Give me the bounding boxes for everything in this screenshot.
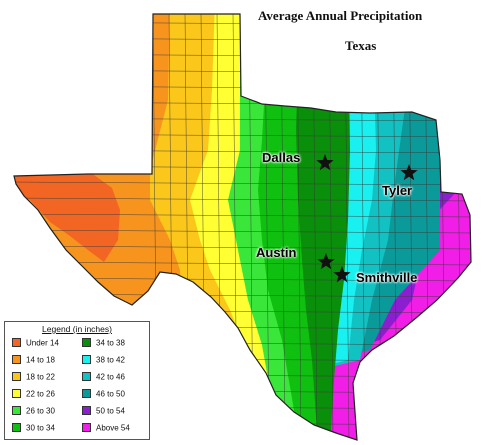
- star-icon: [317, 253, 335, 270]
- legend-label: 26 to 30: [26, 406, 55, 416]
- legend-swatch: [12, 355, 21, 365]
- band-under-14: [14, 170, 120, 262]
- legend-item: 42 to 46: [82, 371, 125, 382]
- legend-swatch: [12, 338, 21, 348]
- county-line: [14, 37, 471, 42]
- city-label-dallas: Dallas: [262, 150, 301, 165]
- county-line: [14, 69, 471, 74]
- legend-swatch: [82, 389, 91, 399]
- city-stars: [316, 154, 418, 283]
- legend-swatch: [12, 423, 21, 433]
- city-label-smithville: Smithville: [356, 270, 418, 285]
- legend-label: 34 to 38: [96, 338, 125, 348]
- legend-title: Legend (in inches): [42, 324, 112, 334]
- legend: Legend (in inches) Under 14 14 to 18 18 to…: [4, 321, 150, 440]
- legend-label: 42 to 46: [96, 372, 125, 382]
- legend-label: Above 54: [96, 423, 130, 433]
- star-icon: [316, 154, 334, 171]
- legend-swatch: [82, 423, 91, 433]
- legend-item: 22 to 26: [12, 388, 55, 399]
- legend-item: Under 14: [12, 337, 59, 348]
- legend-label: 46 to 50: [96, 389, 125, 399]
- legend-item: 30 to 34: [12, 422, 55, 433]
- legend-swatch: [12, 406, 21, 416]
- legend-label: 50 to 54: [96, 406, 125, 416]
- legend-item: 34 to 38: [82, 337, 125, 348]
- legend-label: 22 to 26: [26, 389, 55, 399]
- county-line: [14, 53, 471, 58]
- legend-swatch: [82, 406, 91, 416]
- legend-item: 18 to 22: [12, 371, 55, 382]
- county-line: [14, 229, 471, 234]
- legend-swatch: [82, 372, 91, 382]
- county-line: [14, 261, 471, 266]
- map-title: Average Annual Precipitation: [258, 8, 423, 23]
- legend-swatch: [12, 389, 21, 399]
- legend-label: Under 14: [26, 338, 59, 348]
- legend-item: 38 to 42: [82, 354, 125, 365]
- county-line: [14, 181, 471, 186]
- city-label-tyler: Tyler: [382, 183, 413, 198]
- legend-swatch: [82, 355, 91, 365]
- legend-label: 30 to 34: [26, 423, 55, 433]
- legend-item: 14 to 18: [12, 354, 55, 365]
- legend-label: 14 to 18: [26, 355, 55, 365]
- county-line: [473, 14, 477, 440]
- star-icon: [333, 266, 351, 283]
- legend-label: 18 to 22: [26, 372, 55, 382]
- city-label-austin: Austin: [256, 245, 297, 260]
- county-line: [14, 245, 471, 250]
- legend-item: 46 to 50: [82, 388, 125, 399]
- legend-item: Above 54: [82, 422, 130, 433]
- legend-item: 26 to 30: [12, 405, 55, 416]
- county-line: [14, 197, 471, 202]
- county-line: [14, 85, 471, 90]
- legend-swatch: [82, 338, 91, 348]
- legend-swatch: [12, 372, 21, 382]
- legend-label: 38 to 42: [96, 355, 125, 365]
- county-line: [14, 213, 471, 218]
- map-subtitle: Texas: [345, 38, 377, 53]
- legend-item: 50 to 54: [82, 405, 125, 416]
- star-icon: [400, 164, 418, 181]
